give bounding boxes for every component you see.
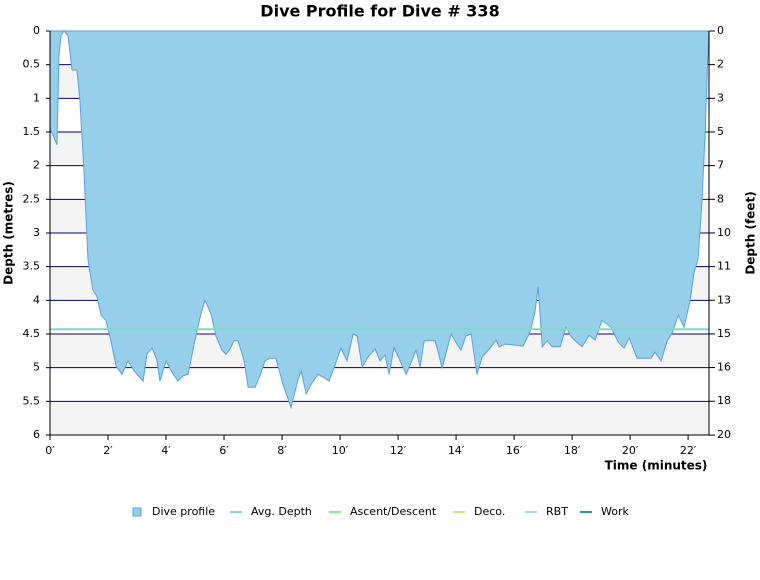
- y-tick-label: 0.5: [23, 58, 41, 71]
- legend-label: Dive profile: [152, 505, 215, 518]
- y2-axis-label: Depth (feet): [744, 191, 758, 274]
- x-tick-label: 16′: [506, 444, 523, 457]
- y2-tick-label: 5: [717, 125, 724, 138]
- x-tick-label: 18′: [564, 444, 581, 457]
- y-tick-label: 4.5: [23, 327, 41, 340]
- legend-label: RBT: [546, 505, 568, 518]
- x-tick-label: 10′: [332, 444, 349, 457]
- x-tick-label: 22′: [680, 444, 697, 457]
- x-tick-label: 14′: [448, 444, 465, 457]
- y-tick-label: 5.5: [23, 394, 41, 407]
- y2-tick-label: 0: [717, 24, 724, 37]
- y2-tick-label: 11: [717, 260, 731, 273]
- y-tick-label: 2: [33, 159, 40, 172]
- x-tick-label: 0′: [45, 444, 55, 457]
- y2-tick-label: 10: [717, 226, 731, 239]
- y2-tick-label: 16: [717, 361, 731, 374]
- y2-tick-label: 2: [717, 58, 724, 71]
- y2-tick-label: 8: [717, 192, 724, 205]
- legend-label: Ascent/Descent: [350, 505, 437, 518]
- x-tick-label: 4′: [161, 444, 171, 457]
- y-tick-label: 3: [33, 226, 40, 239]
- x-tick-label: 6′: [219, 444, 229, 457]
- y2-tick-label: 20: [717, 428, 731, 441]
- y-tick-label: 0: [33, 24, 40, 37]
- y2-tick-label: 18: [717, 394, 731, 407]
- legend-label: Work: [601, 505, 629, 518]
- y2-tick-label: 7: [717, 159, 724, 172]
- y-tick-label: 3.5: [23, 260, 41, 273]
- x-tick-label: 2′: [103, 444, 113, 457]
- y2-tick-label: 13: [717, 293, 731, 306]
- x-axis-label: Time (minutes): [605, 459, 708, 473]
- y-tick-label: 6: [33, 428, 40, 441]
- y-tick-label: 1: [33, 91, 40, 104]
- x-tick-label: 12′: [390, 444, 407, 457]
- area: [49, 30, 710, 410]
- y-tick-label: 5: [33, 361, 40, 374]
- legend-swatch: [132, 507, 142, 517]
- y2-tick-label: 15: [717, 327, 731, 340]
- y-tick-label: 4: [33, 293, 40, 306]
- y-tick-label: 2.5: [23, 192, 41, 205]
- legend-label: Avg. Depth: [251, 505, 312, 518]
- chart-title: Dive Profile for Dive # 338: [260, 2, 499, 21]
- grid-band: [50, 401, 709, 435]
- y-tick-label: 1.5: [23, 125, 41, 138]
- x-tick-label: 20′: [622, 444, 639, 457]
- x-tick-label: 8′: [277, 444, 287, 457]
- y-axis-label: Depth (metres): [2, 181, 16, 285]
- legend-label: Deco.: [474, 505, 505, 518]
- y2-tick-label: 3: [717, 91, 724, 104]
